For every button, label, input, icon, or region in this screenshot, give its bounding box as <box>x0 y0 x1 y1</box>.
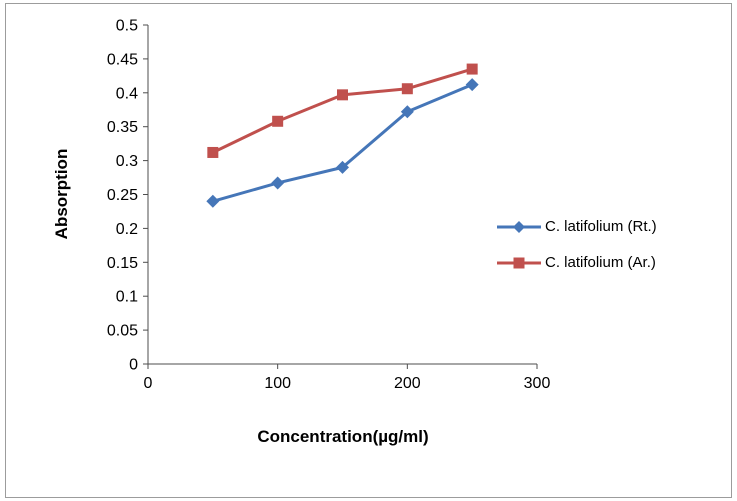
x-tick-label: 100 <box>264 375 291 392</box>
data-point-square <box>337 89 348 101</box>
data-point-diamond <box>400 105 414 119</box>
diamond-marker-icon <box>513 220 525 233</box>
y-tick-label: 0.4 <box>116 85 138 102</box>
y-tick-label: 0.2 <box>116 221 138 238</box>
x-tick-label: 0 <box>144 375 153 392</box>
y-axis-title: Absorption <box>52 148 71 240</box>
data-point-square <box>207 146 219 158</box>
data-point-square <box>272 115 284 127</box>
data-point-diamond <box>336 160 349 174</box>
legend-key-square-icon <box>497 257 541 268</box>
legend-key-diamond-icon <box>497 220 541 233</box>
x-tick-label: 200 <box>394 375 421 392</box>
data-point-diamond <box>271 176 285 190</box>
legend-label-rt: C. latifolium (Rt.) <box>545 218 657 235</box>
square-marker-icon <box>513 257 525 268</box>
series-line <box>212 67 473 154</box>
data-point-square <box>466 63 478 75</box>
x-tick-label: 300 <box>524 375 551 392</box>
y-tick-label: 0.3 <box>116 153 138 170</box>
y-tick-label: 0.45 <box>107 51 138 68</box>
legend-item-ar: C. latifolium (Ar.) <box>496 254 657 271</box>
data-point-diamond <box>206 194 220 208</box>
series-line <box>212 83 473 203</box>
y-tick-label: 0 <box>129 357 138 374</box>
y-tick-label: 0.25 <box>107 187 138 204</box>
legend-item-rt: C. latifolium (Rt.) <box>496 218 657 235</box>
y-tick-label: 0.15 <box>107 255 138 272</box>
y-tick-label: 0.05 <box>107 323 138 340</box>
legend: C. latifolium (Rt.) C. latifolium (Ar.) <box>496 218 657 271</box>
data-point-square <box>401 83 413 95</box>
legend-label-ar: C. latifolium (Ar.) <box>545 254 656 271</box>
y-tick-label: 0.35 <box>107 119 138 136</box>
y-tick-label: 0.1 <box>116 289 138 306</box>
y-tick-label: 0.5 <box>116 18 138 35</box>
data-point-diamond <box>465 78 479 92</box>
x-axis-title: Concentration(µg/ml) <box>257 427 429 446</box>
